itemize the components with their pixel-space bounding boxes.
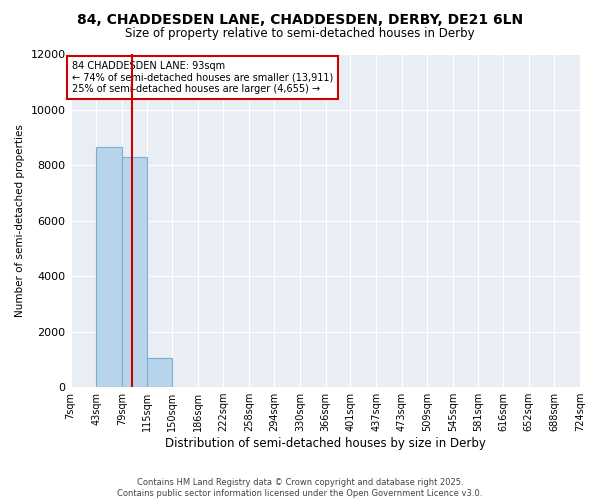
Bar [122, 156, 147, 387]
Text: Size of property relative to semi-detached houses in Derby: Size of property relative to semi-detach… [125, 28, 475, 40]
Bar [147, 358, 172, 387]
Text: Contains HM Land Registry data © Crown copyright and database right 2025.
Contai: Contains HM Land Registry data © Crown c… [118, 478, 482, 498]
Text: 84, CHADDESDEN LANE, CHADDESDEN, DERBY, DE21 6LN: 84, CHADDESDEN LANE, CHADDESDEN, DERBY, … [77, 12, 523, 26]
X-axis label: Distribution of semi-detached houses by size in Derby: Distribution of semi-detached houses by … [165, 437, 486, 450]
Y-axis label: Number of semi-detached properties: Number of semi-detached properties [15, 124, 25, 317]
Bar [96, 147, 122, 387]
Text: 84 CHADDESDEN LANE: 93sqm
← 74% of semi-detached houses are smaller (13,911)
25%: 84 CHADDESDEN LANE: 93sqm ← 74% of semi-… [72, 61, 333, 94]
